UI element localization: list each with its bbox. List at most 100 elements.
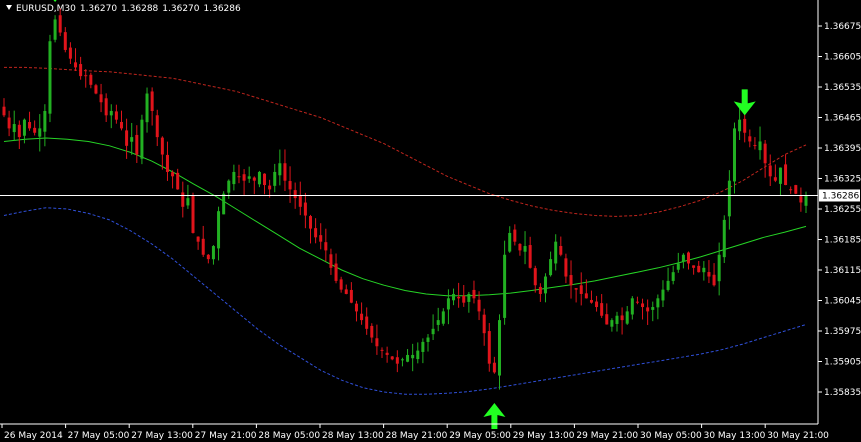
up-arrow-icon — [483, 403, 506, 429]
candle-body — [68, 47, 72, 59]
candle-body — [784, 164, 788, 186]
candle-body — [666, 280, 670, 290]
candle-body — [268, 185, 272, 190]
candle-body — [799, 196, 803, 203]
candle-body — [109, 110, 113, 116]
candle-body — [758, 141, 762, 151]
time-tick-label: 28 May 05:00 — [258, 431, 320, 441]
high-value: 1.36288 — [121, 4, 159, 14]
candle-body — [431, 328, 435, 335]
time-tick-label: 27 May 13:00 — [131, 431, 193, 441]
candle-body — [503, 254, 507, 318]
candle-body — [630, 298, 634, 315]
candle-body — [406, 354, 410, 362]
candle-body — [278, 163, 282, 176]
candle-body — [569, 275, 573, 286]
time-tick-label: 26 May 2014 — [4, 431, 63, 441]
candle-body — [150, 91, 154, 111]
time-tick-label: 27 May 05:00 — [68, 431, 130, 441]
candle-body — [314, 228, 318, 238]
candle-body — [74, 62, 78, 68]
candle-body — [38, 128, 42, 137]
candle-body — [114, 111, 118, 120]
candle-body — [227, 180, 231, 193]
candle-body — [222, 193, 226, 215]
candle-body — [426, 337, 430, 342]
candle-body — [130, 137, 134, 142]
candle-body — [518, 243, 522, 251]
candle-body — [2, 106, 6, 116]
candle-body — [380, 349, 384, 351]
candle-body — [288, 181, 292, 190]
candle-body — [523, 246, 527, 252]
candle-body — [395, 357, 399, 364]
close-value: 1.36286 — [203, 4, 241, 14]
candle-body — [247, 176, 251, 179]
signal-arrows — [53, 0, 756, 429]
upper-band-line — [4, 66, 807, 217]
time-tick-label: 28 May 21:00 — [386, 431, 448, 441]
candle-body — [308, 216, 312, 229]
candle-body — [252, 177, 256, 181]
candle-body — [436, 320, 440, 325]
candle-body — [441, 311, 445, 324]
candle-body — [610, 320, 614, 327]
current-price-box — [819, 189, 860, 202]
time-axis[interactable]: 26 May 2014 27 May 05:00 27 May 13:00 27 Ma… — [0, 423, 829, 441]
candle-body — [549, 259, 553, 276]
envelope-bands — [3, 66, 807, 395]
candle-body — [457, 296, 461, 299]
candle-body — [349, 289, 353, 303]
candle-body — [615, 315, 619, 324]
candle-body — [89, 74, 93, 85]
candle-body — [559, 246, 563, 255]
price-tick-label: 1.36045 — [824, 297, 861, 307]
candle-body — [533, 268, 537, 286]
time-tick-label: 30 May 05:00 — [640, 431, 702, 441]
candle-body — [344, 289, 348, 294]
time-tick-label: 27 May 21:00 — [195, 431, 257, 441]
candle-body — [789, 189, 793, 191]
dropdown-triangle-icon[interactable] — [6, 5, 12, 10]
price-tick-label: 1.36465 — [824, 114, 861, 124]
candle-body — [79, 64, 83, 77]
price-axis[interactable]: 1.36675 1.36605 1.36535 1.36465 1.36395 1.363… — [817, 0, 861, 424]
candle-body — [339, 279, 343, 290]
price-tick-label: 1.35905 — [824, 358, 861, 368]
candle-body — [492, 362, 496, 373]
candle-body — [94, 85, 98, 94]
candle-body — [579, 285, 583, 294]
candle-body — [589, 299, 593, 303]
candle-body — [191, 195, 195, 233]
candle-body — [635, 301, 639, 303]
lower-band-line — [3, 207, 807, 395]
candle-body — [165, 154, 169, 172]
candle-body — [416, 350, 420, 360]
candle-body — [375, 338, 379, 347]
candle-body — [462, 295, 466, 303]
candle-body — [28, 121, 32, 129]
down-arrow-icon — [53, 0, 57, 3]
candle-body — [743, 118, 747, 133]
candle-body — [498, 320, 502, 376]
candle-body — [768, 165, 772, 177]
candle-body — [528, 245, 532, 268]
symbol-label: EURUSD,M30 — [16, 4, 76, 14]
price-tick-label: 1.36185 — [824, 236, 861, 246]
current-price-label: 1.36286 — [822, 191, 859, 201]
candle-body — [554, 241, 558, 264]
candle-body — [196, 236, 200, 242]
candle-body — [53, 19, 57, 40]
candle-body — [17, 124, 21, 138]
candle-body — [702, 267, 706, 273]
candle-body — [135, 134, 139, 155]
candle-body — [298, 195, 302, 207]
price-tick-label: 1.36395 — [824, 144, 861, 154]
candle-body — [661, 289, 665, 301]
candle-body — [676, 263, 680, 270]
candle-body — [605, 314, 609, 325]
candle-body — [671, 272, 675, 281]
candle-body — [22, 119, 26, 136]
candle-body — [584, 293, 588, 299]
